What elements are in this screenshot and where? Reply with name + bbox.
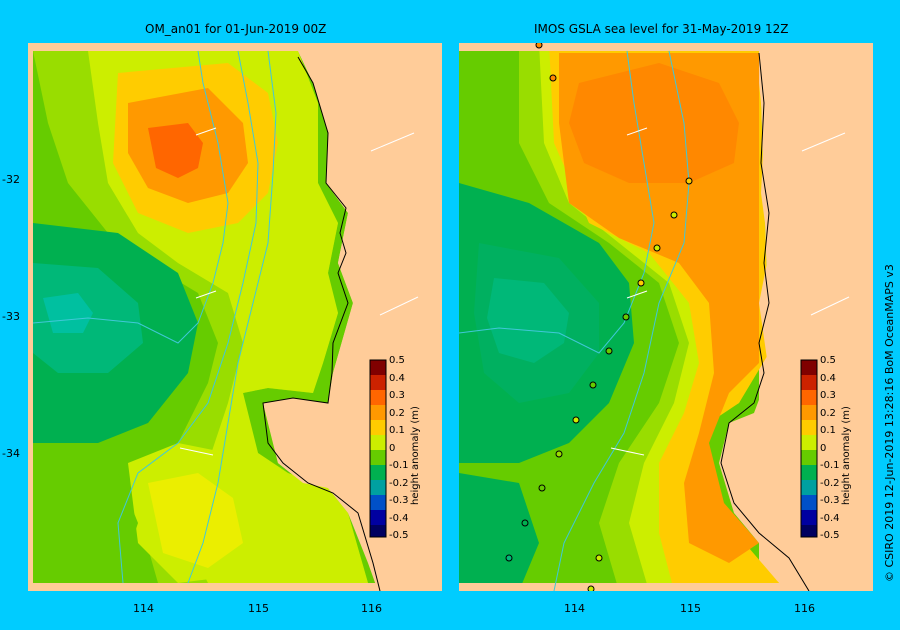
- coastline: [262, 56, 381, 591]
- credit-text: © CSIRO 2019 12-Jun-2019 13:28:16 BoM Oc…: [883, 264, 896, 582]
- left-map-panel: [28, 43, 442, 591]
- y-tick-label: -33: [2, 310, 20, 323]
- colorbar-tick-label: 0.2: [389, 407, 405, 419]
- x-tick-label: 114: [133, 602, 154, 615]
- colorbar-tick-label: -0.4: [820, 512, 840, 524]
- colorbar-right-title: height anomaly (m): [841, 406, 852, 505]
- colorbar-tick-label: 0.4: [820, 372, 836, 384]
- colorbar-tick-label: 0.3: [820, 390, 836, 401]
- current-arrow: [179, 127, 419, 456]
- x-tick-label: 116: [361, 602, 382, 615]
- x-tick-label: 114: [564, 602, 585, 615]
- colorbar-tick-label: -0.5: [820, 530, 840, 541]
- x-tick-label: 115: [248, 602, 269, 615]
- y-tick-label: -32: [2, 173, 20, 186]
- colorbar-tick-label: 0.1: [389, 425, 405, 436]
- right-map-panel: [459, 43, 873, 591]
- left-panel-title: OM_an01 for 01-Jun-2019 00Z: [145, 22, 327, 36]
- colorbar-tick-label: 0.3: [389, 390, 405, 401]
- colorbar-tick-label: 0.5: [389, 355, 405, 366]
- colorbar-tick-label: -0.3: [389, 495, 409, 506]
- colorbar-tick-label: -0.5: [389, 530, 409, 541]
- right-map-field: [459, 43, 873, 591]
- colorbar-tick-label: -0.2: [389, 477, 409, 489]
- colorbar-left-title: height anomaly (m): [410, 406, 421, 505]
- y-tick-label: -34: [2, 447, 20, 460]
- left-map-field: [28, 43, 442, 591]
- colorbar-tick-label: -0.1: [820, 460, 840, 471]
- river-line: [32, 50, 229, 344]
- colorbar-tick-label: -0.1: [389, 460, 409, 471]
- colorbar-tick-label: 0: [389, 442, 396, 454]
- colorbar-tick-label: 0: [820, 442, 827, 454]
- colorbar-tick-label: 0.5: [820, 355, 836, 366]
- right-panel-title: IMOS GSLA sea level for 31-May-2019 12Z: [534, 22, 789, 36]
- colorbar-tick-label: 0.2: [820, 407, 836, 419]
- x-tick-label: 115: [680, 602, 701, 615]
- x-tick-label: 116: [794, 602, 815, 615]
- colorbar-left: [369, 359, 387, 538]
- colorbar-tick-label: 0.4: [389, 372, 405, 384]
- colorbar-tick-label: -0.2: [820, 477, 840, 489]
- colorbar-tick-label: 0.1: [820, 425, 836, 436]
- track-observations: [505, 43, 693, 591]
- land-mass: [263, 51, 442, 591]
- colorbar-tick-label: -0.4: [389, 512, 409, 524]
- colorbar-tick-label: -0.3: [820, 495, 840, 506]
